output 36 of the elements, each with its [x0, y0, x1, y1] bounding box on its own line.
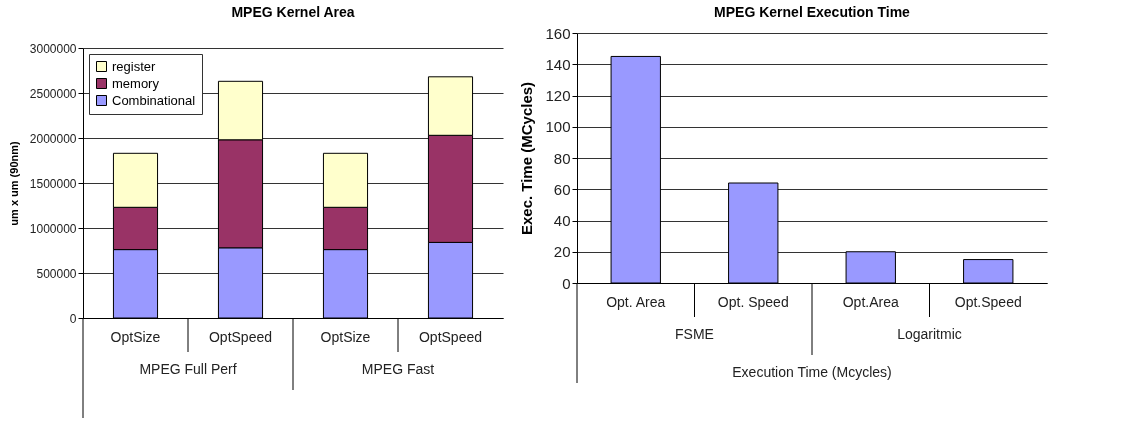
y-tick-label: 0: [69, 311, 77, 326]
x-tick-label: OptSpeed: [418, 328, 483, 345]
y-tick-label: 120: [545, 87, 571, 104]
x-tick-label: OptSpeed: [208, 328, 273, 345]
y-tick-label: 100: [545, 118, 571, 136]
x-tick-label: OptSize: [110, 328, 161, 345]
y-tick-label: 2500000: [29, 86, 77, 101]
x-tick-label: Opt.Speed: [954, 293, 1022, 310]
y-tick-label: 160: [545, 24, 571, 42]
y-tick-label: 140: [545, 55, 571, 73]
y-tick-label: 20: [553, 243, 571, 261]
x-tick-label: Opt. Area: [606, 293, 666, 310]
y-axis-title: Exec. Time (MCycles): [518, 81, 536, 236]
legend-label: Combinational: [112, 92, 196, 108]
y-tick-label: 40: [553, 212, 571, 229]
y-tick-label: 500000: [36, 266, 77, 281]
x-tick-label: Opt.Area: [842, 293, 899, 310]
y-tick-label: 80: [553, 149, 571, 167]
chart-title: MPEG Kernel Execution Time: [714, 4, 911, 20]
y-tick-label: 3000000: [29, 41, 77, 56]
text: MPEG Full Perf: [139, 361, 237, 377]
y-tick-label: 1500000: [29, 176, 77, 191]
text: FSME: [675, 326, 714, 342]
x-axis-title: Execution Time (Mcycles): [732, 364, 892, 380]
legend-label: memory: [112, 75, 160, 91]
x-tick-label: OptSize: [320, 328, 371, 345]
text: MPEG Fast: [361, 361, 435, 377]
x-tick-label: Opt. Speed: [717, 293, 789, 310]
legend-label: register: [112, 58, 157, 74]
text: Logaritmic: [897, 326, 962, 342]
y-tick-label: 60: [553, 180, 571, 198]
y-tick-label: 1000000: [29, 221, 77, 236]
chart-title: MPEG Kernel Area: [231, 4, 355, 20]
y-tick-label: 0: [562, 274, 571, 292]
y-axis-title: um x um (90nm): [7, 141, 20, 226]
y-tick-label: 2000000: [29, 131, 77, 146]
